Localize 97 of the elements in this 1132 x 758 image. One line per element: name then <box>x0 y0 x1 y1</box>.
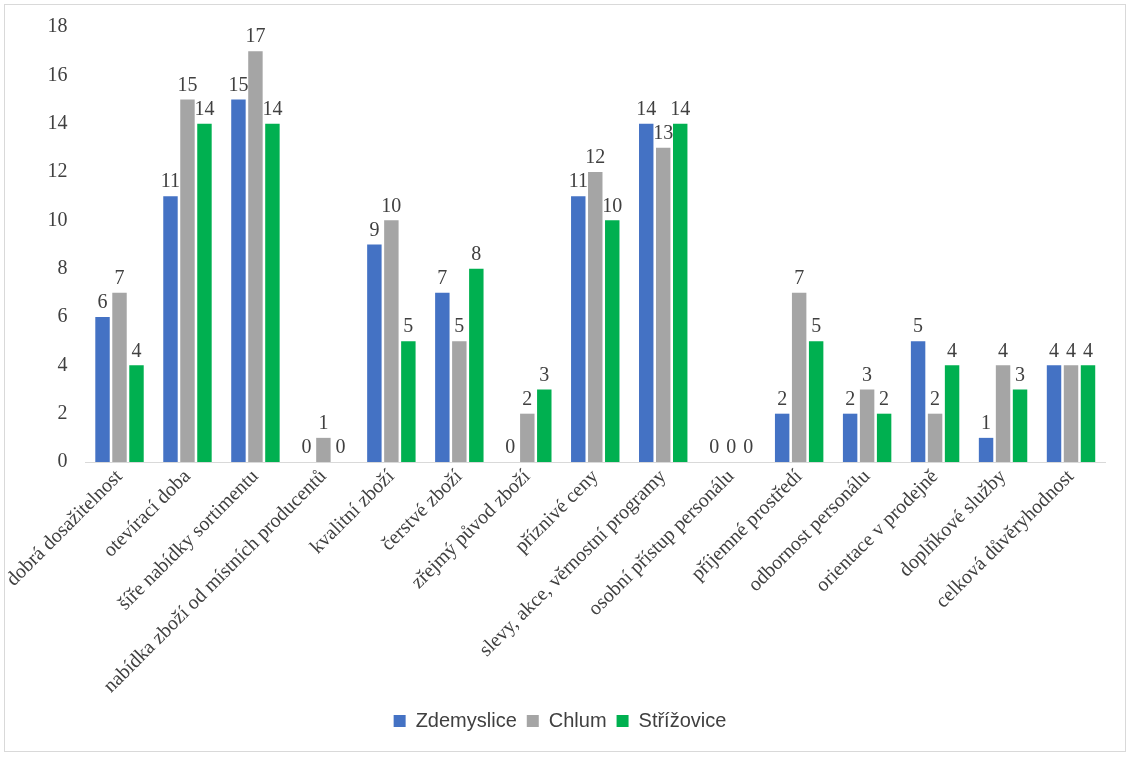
bar <box>537 389 552 463</box>
data-label: 4 <box>1049 338 1060 361</box>
data-label: 11 <box>160 169 181 192</box>
y-tick-label: 6 <box>57 304 68 327</box>
data-label: 0 <box>743 435 754 458</box>
data-label: 11 <box>568 169 588 192</box>
bar <box>435 292 450 463</box>
data-label: 0 <box>335 435 346 458</box>
bar <box>401 341 416 463</box>
bar <box>384 220 399 463</box>
data-label: 7 <box>114 266 125 289</box>
bar <box>129 365 144 463</box>
data-label: 10 <box>381 193 402 216</box>
bar <box>656 147 671 463</box>
data-label: 14 <box>194 96 215 119</box>
data-label: 17 <box>245 24 266 47</box>
y-tick-label: 16 <box>47 62 68 85</box>
bar <box>1046 365 1062 463</box>
data-label: 5 <box>811 314 822 337</box>
data-label: 2 <box>879 386 890 409</box>
data-label: 4 <box>998 338 1009 361</box>
data-label: 15 <box>228 72 249 95</box>
data-label: 7 <box>794 266 805 289</box>
data-label: 3 <box>1015 362 1026 385</box>
bar <box>859 389 875 463</box>
bar <box>265 123 280 463</box>
bar <box>520 413 535 463</box>
bar <box>995 365 1011 463</box>
data-label: 14 <box>636 96 657 119</box>
bar <box>367 244 382 463</box>
legend-label: Střížovice <box>638 708 727 731</box>
bar <box>316 437 331 463</box>
bar <box>774 413 790 463</box>
bar <box>639 123 654 463</box>
data-label: 7 <box>437 266 448 289</box>
data-label: 4 <box>1083 338 1094 361</box>
bar <box>842 413 858 463</box>
data-label: 2 <box>845 386 856 409</box>
bar <box>452 341 467 463</box>
data-label: 1 <box>318 411 329 434</box>
data-label: 8 <box>471 241 482 264</box>
y-tick-label: 14 <box>47 110 68 133</box>
y-tick-label: 2 <box>57 400 68 423</box>
data-label: 14 <box>262 96 283 119</box>
bar <box>605 220 620 463</box>
bar <box>978 437 994 463</box>
bar <box>588 172 603 463</box>
data-label: 9 <box>369 217 380 240</box>
data-label: 3 <box>862 362 873 385</box>
data-label: 13 <box>653 121 674 144</box>
data-label: 3 <box>539 362 550 385</box>
y-tick-label: 4 <box>57 352 68 375</box>
data-label: 5 <box>403 314 414 337</box>
y-tick-label: 10 <box>47 207 68 230</box>
data-label: 15 <box>177 72 198 95</box>
data-label: 4 <box>131 338 142 361</box>
data-label: 0 <box>709 435 720 458</box>
bar <box>197 123 212 463</box>
bar <box>791 292 807 463</box>
data-label: 0 <box>505 435 516 458</box>
bar <box>927 413 943 463</box>
y-tick-label: 8 <box>57 255 68 278</box>
bar <box>1063 365 1079 463</box>
data-label: 2 <box>522 386 533 409</box>
data-label: 0 <box>726 435 737 458</box>
data-label: 1 <box>981 411 992 434</box>
bar <box>1012 389 1028 463</box>
legend-label: Zdemyslice <box>415 708 517 731</box>
y-tick-label: 18 <box>47 14 68 37</box>
bar <box>180 99 195 463</box>
bar <box>944 365 960 463</box>
bar <box>910 341 926 463</box>
bar <box>469 268 484 463</box>
y-tick-label: 0 <box>57 449 68 472</box>
bar <box>571 196 586 463</box>
data-label: 4 <box>947 338 958 361</box>
bar <box>163 196 178 463</box>
data-label: 0 <box>301 435 312 458</box>
bar <box>673 123 688 463</box>
data-label: 10 <box>602 193 623 216</box>
legend-label: Chlum <box>548 708 607 731</box>
data-label: 6 <box>97 290 108 313</box>
data-label: 14 <box>670 96 691 119</box>
data-label: 5 <box>454 314 465 337</box>
bar <box>248 51 263 463</box>
bar <box>876 413 892 463</box>
y-tick-label: 12 <box>47 159 68 182</box>
data-label: 2 <box>930 386 941 409</box>
bar <box>95 317 110 463</box>
data-label: 4 <box>1066 338 1077 361</box>
bar <box>808 341 824 463</box>
bar <box>112 292 127 463</box>
data-label: 2 <box>777 386 788 409</box>
bar <box>1080 365 1096 463</box>
bar <box>231 99 246 463</box>
data-label: 12 <box>585 145 606 168</box>
data-label: 5 <box>913 314 924 337</box>
